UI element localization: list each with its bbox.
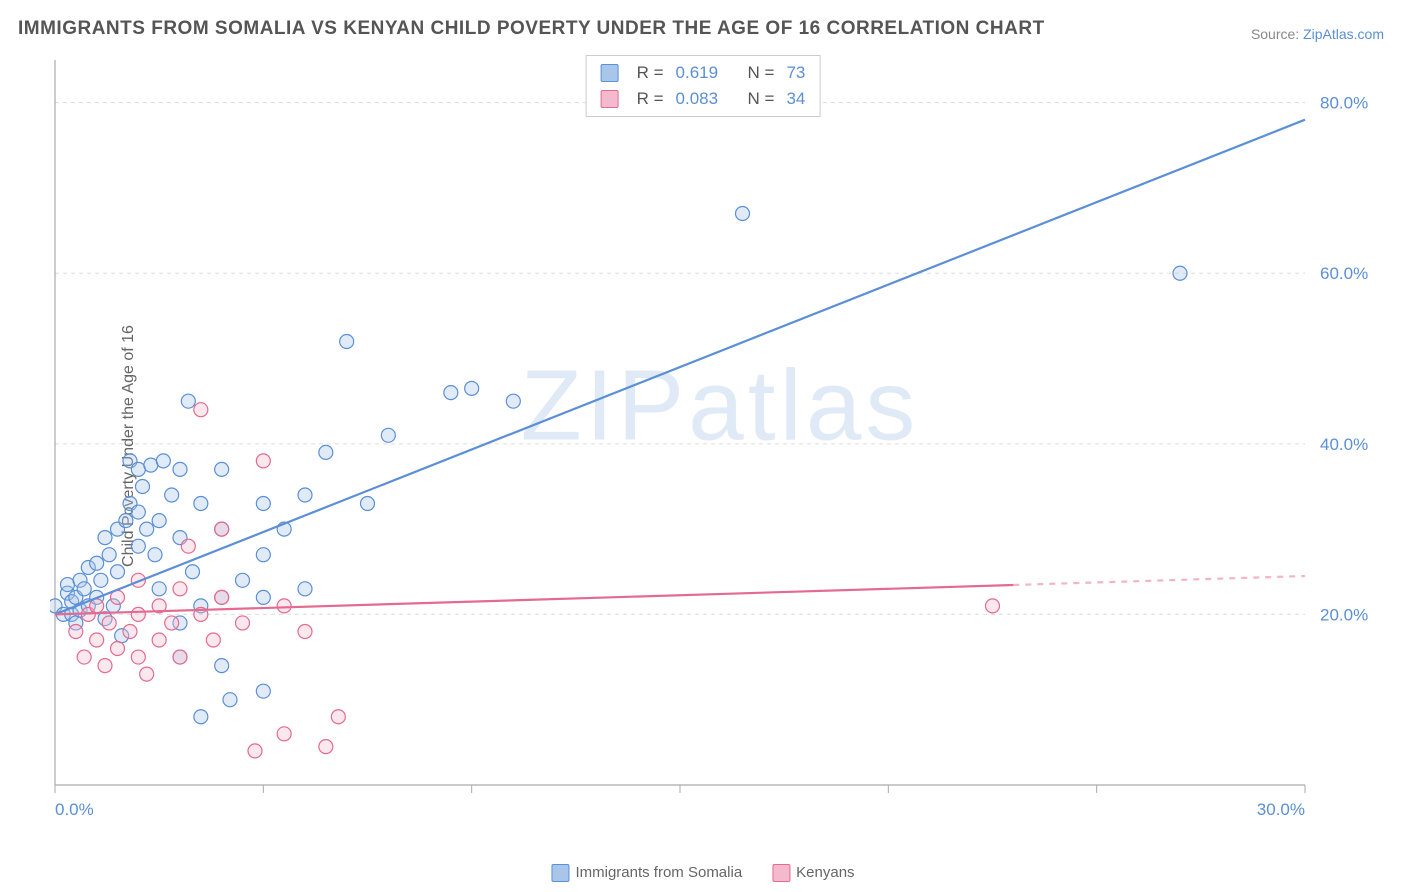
source-credit: Source: ZipAtlas.com <box>1251 26 1384 42</box>
correlation-legend-row: R =0.083N =34 <box>601 86 806 112</box>
svg-text:0.0%: 0.0% <box>55 800 94 819</box>
legend-item: Immigrants from Somalia <box>551 864 742 882</box>
source-link[interactable]: ZipAtlas.com <box>1303 26 1384 42</box>
scatter-chart: 20.0% 40.0% 60.0% 80.0% 0.0% 30.0% <box>50 50 1390 840</box>
legend-item: Kenyans <box>772 864 854 882</box>
correlation-legend: R =0.619N =73R =0.083N =34 <box>586 55 821 117</box>
plot-area: 20.0%40.0%60.0%80.0%0.0%30.0% ZIPatlas <box>50 50 1390 840</box>
svg-text:60.0%: 60.0% <box>1320 264 1368 283</box>
svg-text:20.0%: 20.0% <box>1320 605 1368 624</box>
series-legend: Immigrants from Somalia Kenyans <box>551 864 854 882</box>
chart-title: IMMIGRANTS FROM SOMALIA VS KENYAN CHILD … <box>18 18 1045 40</box>
svg-text:40.0%: 40.0% <box>1320 435 1368 454</box>
svg-text:30.0%: 30.0% <box>1257 800 1305 819</box>
svg-text:80.0%: 80.0% <box>1320 94 1368 113</box>
source-prefix: Source: <box>1251 26 1303 42</box>
correlation-legend-row: R =0.619N =73 <box>601 60 806 86</box>
